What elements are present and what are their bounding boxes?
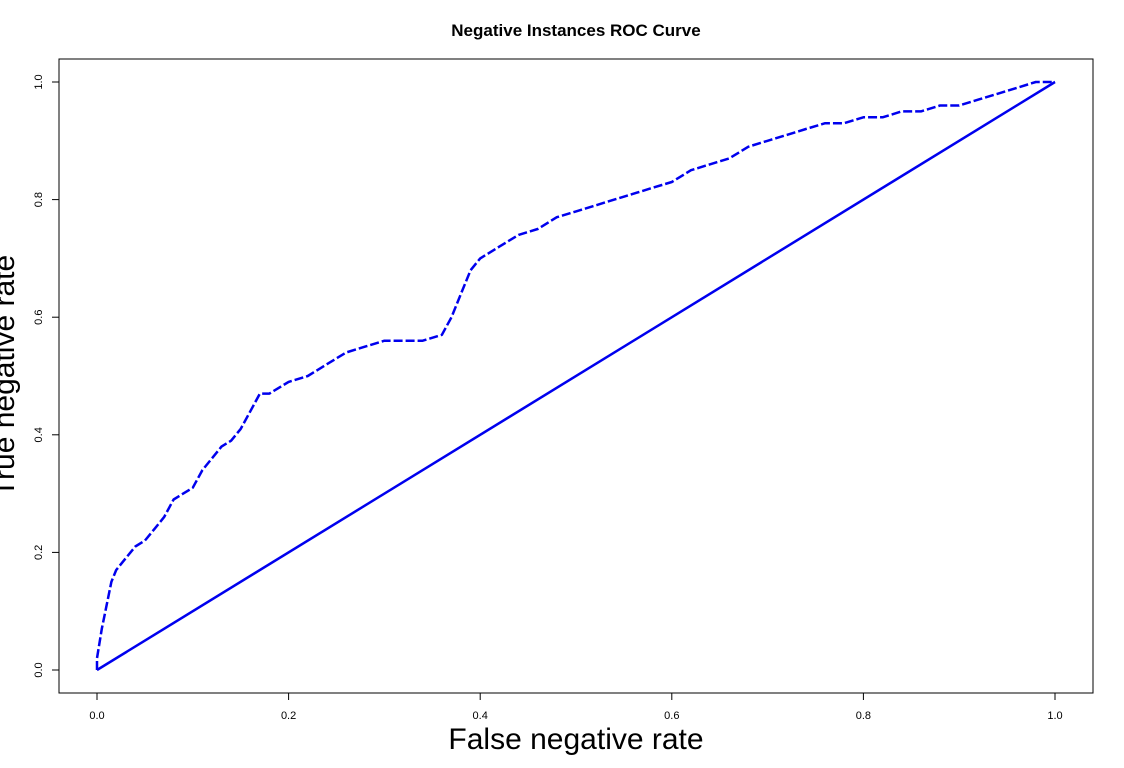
- y-tick-label: 0.4: [33, 427, 45, 442]
- roc-curve-line: [95, 80, 1055, 670]
- x-axis: 0.0 0.2 0.4 0.6 0.8 1.0: [89, 692, 1063, 722]
- y-tick-label: 0.6: [33, 310, 45, 325]
- y-tick-label: 1.0: [33, 74, 45, 89]
- y-axis-label: True negative rate: [0, 255, 21, 497]
- diagonal-reference-line: [96, 80, 1056, 672]
- x-tick-label: 0.8: [856, 710, 871, 722]
- x-tick-label: 0.4: [473, 710, 488, 722]
- chart-title: Negative Instances ROC Curve: [451, 21, 700, 40]
- x-tick-label: 0.6: [664, 710, 679, 722]
- y-tick-label: 0.2: [33, 545, 45, 560]
- series-layer: [95, 80, 1056, 672]
- y-tick-label: 0.8: [33, 192, 45, 207]
- x-tick-label: 0.2: [281, 710, 296, 722]
- x-tick-label: 0.0: [89, 710, 104, 722]
- x-axis-label: False negative rate: [448, 723, 703, 756]
- x-tick-label: 1.0: [1047, 710, 1062, 722]
- y-tick-label: 0.0: [33, 662, 45, 677]
- y-axis: 0.0 0.2 0.4 0.6 0.8 1.0: [33, 74, 60, 678]
